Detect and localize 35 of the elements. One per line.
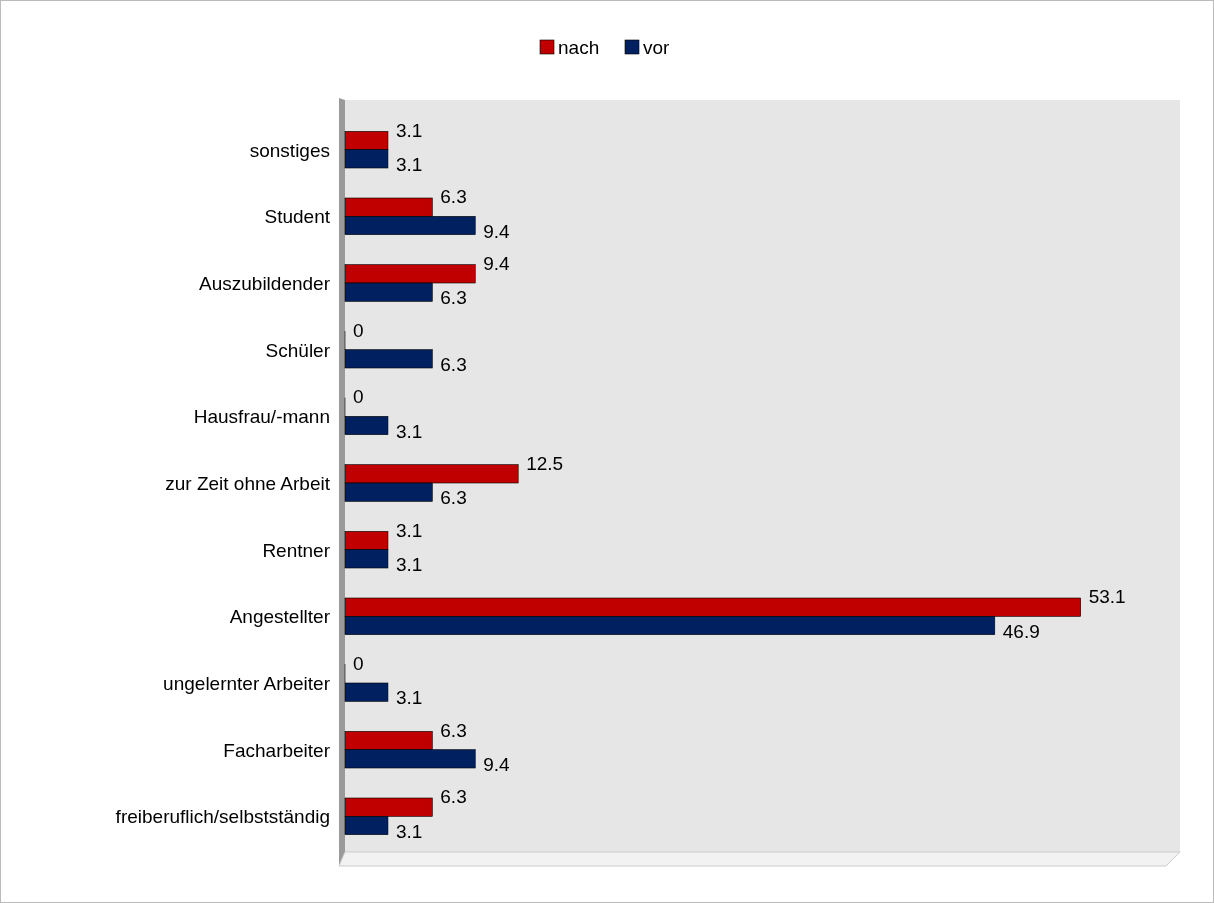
data-label: 3.1 xyxy=(395,420,423,442)
y-tick-label: freiberuflich/selbstständig xyxy=(115,806,330,828)
y-tick-label: Rentner xyxy=(262,539,331,561)
legend-label: nach xyxy=(558,37,600,58)
data-label: 9.4 xyxy=(483,220,511,242)
data-label: 0 xyxy=(353,652,364,674)
y-tick-label: Facharbeiter xyxy=(223,739,331,761)
data-label: 53.1 xyxy=(1088,586,1126,608)
y-tick-label: sonstiges xyxy=(249,139,330,161)
data-label: 12.5 xyxy=(526,452,564,474)
y-tick-label: Auszubildender xyxy=(199,273,331,294)
data-label: 3.1 xyxy=(395,119,423,141)
legend-label: vor xyxy=(643,37,671,58)
data-label: 3.1 xyxy=(395,687,423,709)
data-label: 6.3 xyxy=(440,353,467,375)
data-label: 3.1 xyxy=(395,553,423,575)
data-label: 0 xyxy=(353,386,364,408)
data-label: 6.3 xyxy=(440,487,467,509)
data-label: 0 xyxy=(353,319,364,341)
data-label: 3.1 xyxy=(395,153,423,175)
y-tick-label: Schüler xyxy=(265,339,331,361)
data-label: 3.1 xyxy=(395,820,423,842)
y-tick-label: ungelernter Arbeiter xyxy=(163,673,331,694)
data-label: 3.1 xyxy=(395,519,423,541)
data-label: 6.3 xyxy=(440,786,467,808)
y-tick-label: Hausfrau/-mann xyxy=(193,406,330,428)
data-label: 6.3 xyxy=(440,287,467,309)
data-label: 6.3 xyxy=(440,186,467,208)
y-tick-label: Angestellter xyxy=(229,606,331,628)
data-label: 46.9 xyxy=(1002,620,1040,642)
data-label: 9.4 xyxy=(483,753,511,775)
y-tick-label: zur Zeit ohne Arbeit xyxy=(165,473,331,494)
data-label: 6.3 xyxy=(440,719,467,741)
y-tick-label: Student xyxy=(264,206,331,228)
data-label: 9.4 xyxy=(483,252,511,274)
